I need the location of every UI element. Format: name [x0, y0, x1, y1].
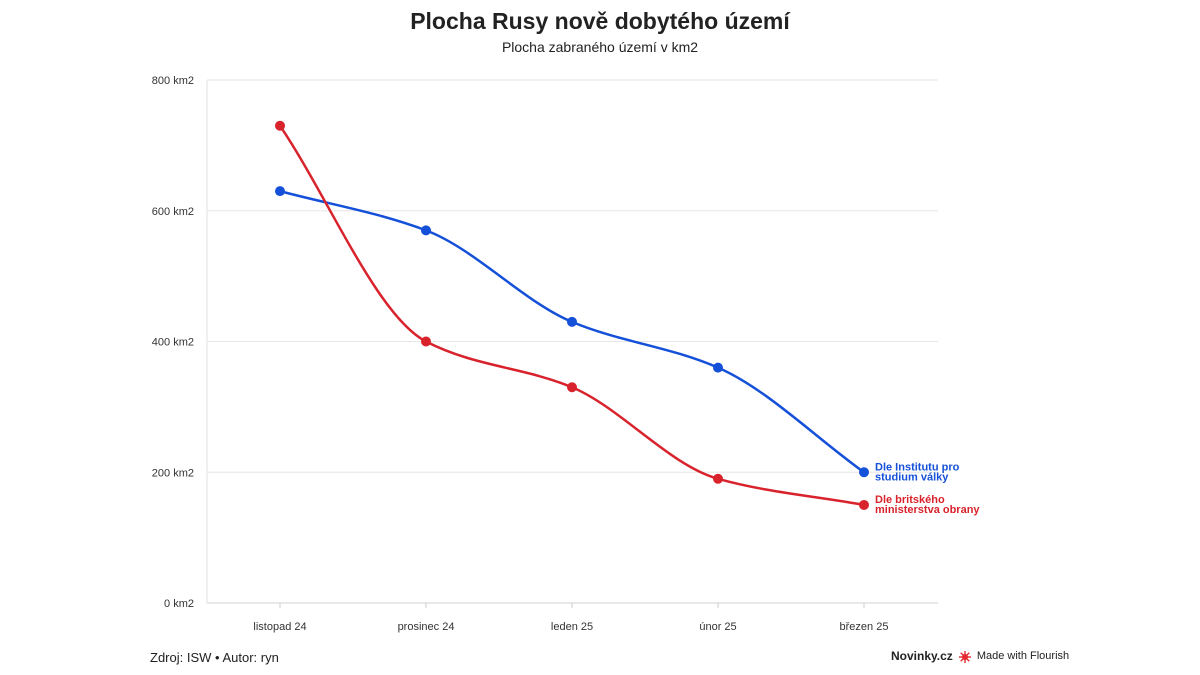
data-point: [421, 336, 431, 347]
data-point: [859, 499, 869, 510]
y-tick-label: 0 km2: [164, 598, 194, 610]
y-tick-label: 400 km2: [152, 337, 194, 349]
data-point: [421, 225, 431, 236]
series-label-line: ministerstva obrany: [875, 504, 980, 516]
y-tick-label: 200 km2: [152, 467, 194, 479]
data-point: [275, 120, 285, 131]
x-tick-label: prosinec 24: [398, 621, 455, 633]
data-point: [567, 382, 577, 393]
source-note: Zdroj: ISW • Autor: ryn: [150, 650, 279, 665]
series-line-0: [278, 189, 866, 474]
data-point: [713, 362, 723, 373]
series-line-1: [278, 124, 866, 507]
x-tick-label: listopad 24: [253, 621, 306, 633]
series-label-0: Dle Institutu pro studium války: [875, 461, 960, 483]
series-label-1: Dle britského ministerstva obrany: [875, 494, 980, 516]
data-point: [275, 186, 285, 197]
series-label-line: studium války: [875, 471, 949, 483]
data-point: [859, 467, 869, 478]
y-tick-label: 600 km2: [152, 206, 194, 218]
chart-subtitle: Plocha zabraného území v km2: [501, 39, 699, 55]
flourish-logo-icon: [958, 650, 971, 663]
footer-brand: Novinky.cz Made with Flourish: [891, 649, 1069, 663]
x-tick-label: únor 25: [699, 621, 736, 633]
series-label-line: Dle britského: [875, 494, 945, 506]
data-point: [567, 316, 577, 327]
novinky-logo[interactable]: Novinky.cz: [891, 649, 953, 663]
data-point: [713, 473, 723, 484]
chart-title: Plocha Rusy nově dobytého území: [410, 8, 790, 34]
series-label-line: Dle Institutu pro: [875, 461, 960, 473]
x-tick-label: březen 25: [840, 621, 889, 633]
x-tick-label: leden 25: [551, 621, 593, 633]
y-tick-label: 800 km2: [152, 75, 194, 87]
made-with-flourish-link[interactable]: Made with Flourish: [976, 650, 1070, 662]
